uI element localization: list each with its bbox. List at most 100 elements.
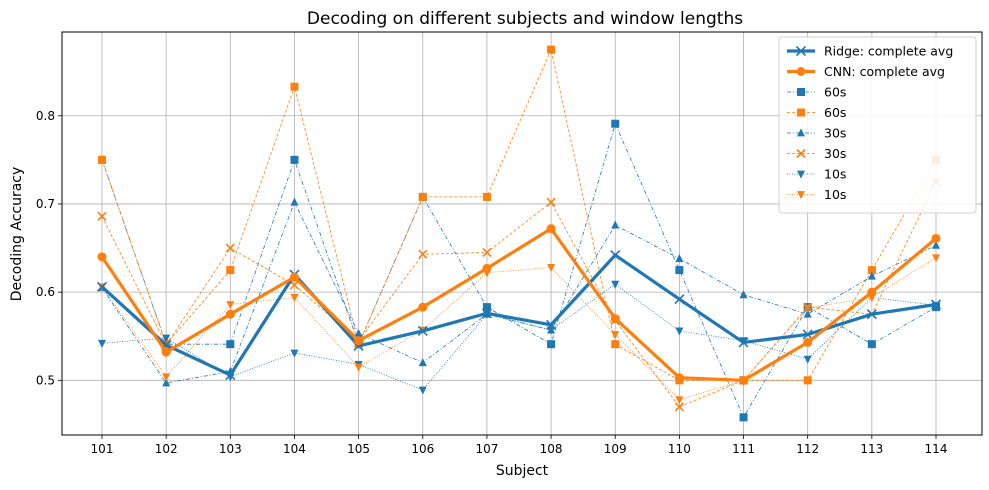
series-line [100,227,938,382]
plot-frame [61,31,983,436]
y-tick-label: 0.8 [36,109,55,123]
data-point [482,303,491,312]
data-point [611,119,620,128]
x-tick-label: 108 [540,442,563,456]
data-point [162,378,171,387]
data-point [802,329,813,340]
data-point [803,376,812,385]
legend-entry: CNN: complete avg [787,64,945,79]
x-tick-label: 106 [411,442,434,456]
gridlines [62,32,982,435]
data-point [547,264,556,273]
data-point [611,280,620,289]
data-point [290,294,299,303]
series-line [101,201,937,384]
data-point [930,299,942,310]
data-point [546,197,556,207]
series-line [101,123,937,418]
x-tick-label: 107 [475,442,498,456]
data-point [675,266,684,275]
legend-entry: 60s [787,85,846,100]
data-point [610,250,621,261]
data-point [354,363,363,372]
data-point [289,280,300,290]
series-line [101,181,937,408]
series-line [101,49,937,381]
data-point [354,328,363,337]
x-tick-label: 102 [155,442,178,456]
data-point [803,304,812,313]
legend-swatch-marker [797,170,805,179]
data-point [418,358,427,367]
data-point [354,336,364,346]
data-point [547,340,556,349]
series-7-cnn-complete-avg [97,224,941,385]
x-tick-label: 104 [283,442,306,456]
legend-entry: 10s [787,167,846,182]
data-point [546,319,557,330]
legend-swatch-marker [797,128,805,137]
data-point [931,233,941,243]
x-tick-label: 105 [347,442,370,456]
data-point [96,281,108,292]
x-tick-label: 111 [732,442,755,456]
data-point [611,340,620,349]
x-tick-label: 109 [604,442,627,456]
y-tick-label: 0.5 [36,373,55,387]
y-axis-ticks: 0.5 0.6 0.7 0.8 [36,109,62,387]
data-point [290,349,299,358]
x-tick-label: 112 [796,442,819,456]
data-point [803,337,813,347]
data-point [675,254,684,263]
data-point [226,266,235,275]
series-line [101,283,937,391]
data-point [547,326,556,335]
legend-entry: 60s [787,105,846,120]
data-point [674,402,684,412]
data-point [674,294,685,305]
legend-entry: 30s [787,146,846,161]
y-axis-label: Decoding Accuracy [9,167,25,302]
chart-title: Decoding on different subjects and windo… [307,9,743,29]
legend-swatch-marker [797,191,805,200]
data-point [482,192,491,201]
data-point [98,155,106,164]
data-point [867,266,876,275]
data-point [97,211,107,221]
data-point [739,413,748,422]
data-point [803,355,812,364]
series-group [96,45,942,422]
x-axis-label: Subject [496,463,549,479]
legend-swatch-marker [795,45,807,57]
data-point [290,155,299,164]
data-point [482,247,492,258]
data-point [739,375,749,385]
data-point [675,396,684,405]
legend-label: 10s [824,187,846,202]
data-point [738,337,749,348]
data-point [482,263,492,273]
data-point [225,309,235,319]
x-tick-label: 113 [860,442,883,456]
data-point [289,272,299,282]
data-point [932,254,940,263]
legend-swatch-marker [796,67,806,76]
x-tick-label: 110 [668,442,691,456]
data-point [675,327,684,336]
legend-label: Ridge: complete avg [824,44,953,59]
data-point [611,331,620,340]
legend-label: 10s [824,167,846,182]
legend: Ridge: complete avg CNN: complete avg 60s 6… [778,36,977,214]
data-point [226,340,235,349]
legend-swatch-marker [797,108,805,117]
data-point [866,309,877,320]
data-point [290,197,299,206]
x-axis-ticks: 101 102 103 104 105 106 107 108 109 110 111 112 113 1… [91,435,947,456]
legend-swatch-marker [797,88,805,96]
data-point [547,45,556,54]
y-tick-label: 0.7 [36,197,55,211]
legend-entry: 10s [787,187,846,202]
data-point [417,325,428,337]
data-point [610,314,620,324]
series-line [100,253,937,377]
